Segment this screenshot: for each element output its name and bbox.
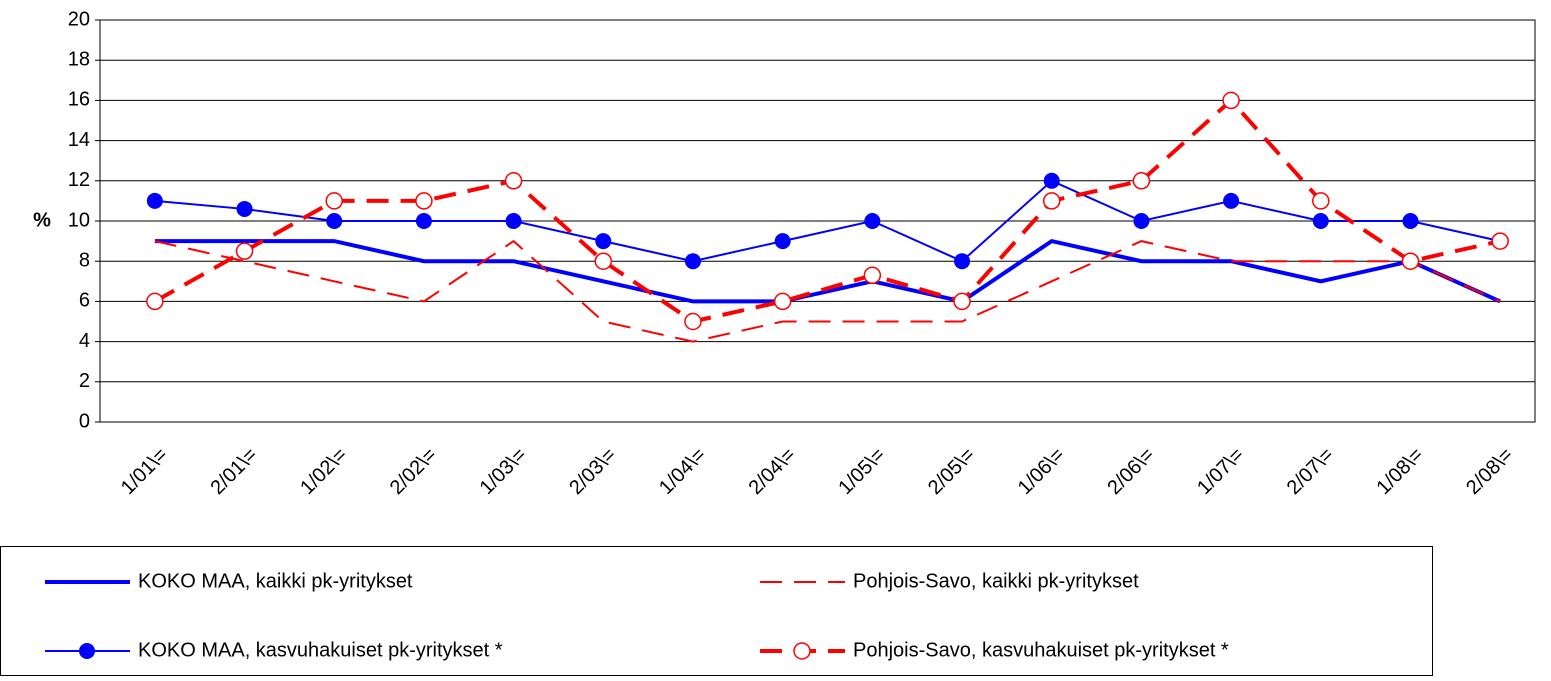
x-tick-label: 1/08\= bbox=[1372, 444, 1427, 499]
legend-marker bbox=[793, 642, 811, 660]
series-line bbox=[154, 179, 1501, 263]
y-tick-label: 16 bbox=[68, 89, 90, 111]
series-line bbox=[154, 239, 1501, 343]
data-point bbox=[1491, 232, 1509, 250]
x-tick-label: 1/05\= bbox=[834, 444, 889, 499]
data-point bbox=[505, 213, 522, 229]
x-tick-label: 1/03\= bbox=[476, 444, 531, 499]
y-tick-label: 12 bbox=[68, 169, 90, 191]
y-tick-label: 2 bbox=[79, 370, 90, 392]
data-point bbox=[1312, 192, 1330, 210]
y-tick-label: 0 bbox=[79, 410, 90, 432]
x-tick-label: 2/05\= bbox=[924, 444, 979, 499]
data-point bbox=[774, 233, 791, 250]
data-point bbox=[863, 266, 882, 285]
x-tick-label: 2/07\= bbox=[1283, 444, 1338, 499]
y-tick-label: 10 bbox=[68, 209, 90, 231]
data-point bbox=[146, 292, 164, 311]
data-point bbox=[504, 172, 523, 190]
y-axis-label: % bbox=[33, 209, 51, 231]
x-tick-label: 1/07\= bbox=[1193, 444, 1248, 499]
y-tick-label: 8 bbox=[79, 249, 90, 271]
y-tick-label: 4 bbox=[79, 330, 90, 352]
data-point bbox=[325, 192, 343, 210]
data-point bbox=[326, 213, 343, 229]
y-tick-label: 14 bbox=[68, 129, 90, 151]
data-point bbox=[1222, 91, 1240, 110]
data-point bbox=[953, 292, 971, 311]
x-tick-label: 2/04\= bbox=[745, 444, 800, 499]
data-point bbox=[864, 213, 881, 229]
data-point bbox=[1223, 192, 1240, 209]
x-tick-label: 1/02\= bbox=[296, 444, 351, 499]
data-point bbox=[235, 242, 254, 260]
x-tick-label: 1/06\= bbox=[1014, 444, 1069, 499]
data-point bbox=[1312, 213, 1329, 229]
x-tick-label: 1/01\= bbox=[117, 444, 172, 499]
data-point bbox=[1133, 213, 1150, 229]
y-tick-label: 6 bbox=[79, 290, 90, 312]
data-point bbox=[954, 253, 971, 270]
legend-label: Pohjois-Savo, kasvuhakuiset pk-yritykset… bbox=[853, 639, 1229, 661]
data-point bbox=[1132, 172, 1151, 190]
x-tick-label: 2/03\= bbox=[565, 444, 620, 499]
data-point bbox=[146, 192, 163, 209]
x-tick-label: 2/08\= bbox=[1462, 444, 1517, 499]
y-tick-label: 20 bbox=[68, 8, 90, 30]
data-point bbox=[415, 192, 433, 210]
y-tick-label: 18 bbox=[68, 48, 90, 70]
data-point bbox=[236, 200, 253, 217]
data-point bbox=[1042, 192, 1061, 210]
x-tick-label: 2/06\= bbox=[1103, 444, 1158, 499]
series-line bbox=[154, 238, 1501, 304]
legend-marker bbox=[79, 643, 95, 659]
data-point bbox=[1402, 213, 1419, 229]
data-point bbox=[415, 213, 432, 229]
legend-label: Pohjois-Savo, kaikki pk-yritykset bbox=[853, 570, 1139, 592]
legend-label: KOKO MAA, kasvuhakuiset pk-yritykset * bbox=[138, 639, 503, 661]
data-point bbox=[773, 292, 792, 311]
data-point bbox=[1401, 252, 1420, 270]
x-tick-label: 2/02\= bbox=[386, 444, 441, 499]
data-point bbox=[684, 312, 702, 331]
data-point bbox=[594, 252, 613, 270]
legend-label: KOKO MAA, kaikki pk-yritykset bbox=[138, 570, 413, 592]
x-tick-label: 1/04\= bbox=[655, 444, 710, 499]
x-tick-label: 2/01\= bbox=[207, 444, 262, 499]
data-point bbox=[684, 253, 701, 270]
series-line bbox=[153, 97, 1501, 324]
data-point bbox=[1043, 172, 1060, 189]
data-point bbox=[595, 233, 612, 250]
legend-box bbox=[0, 546, 1433, 676]
